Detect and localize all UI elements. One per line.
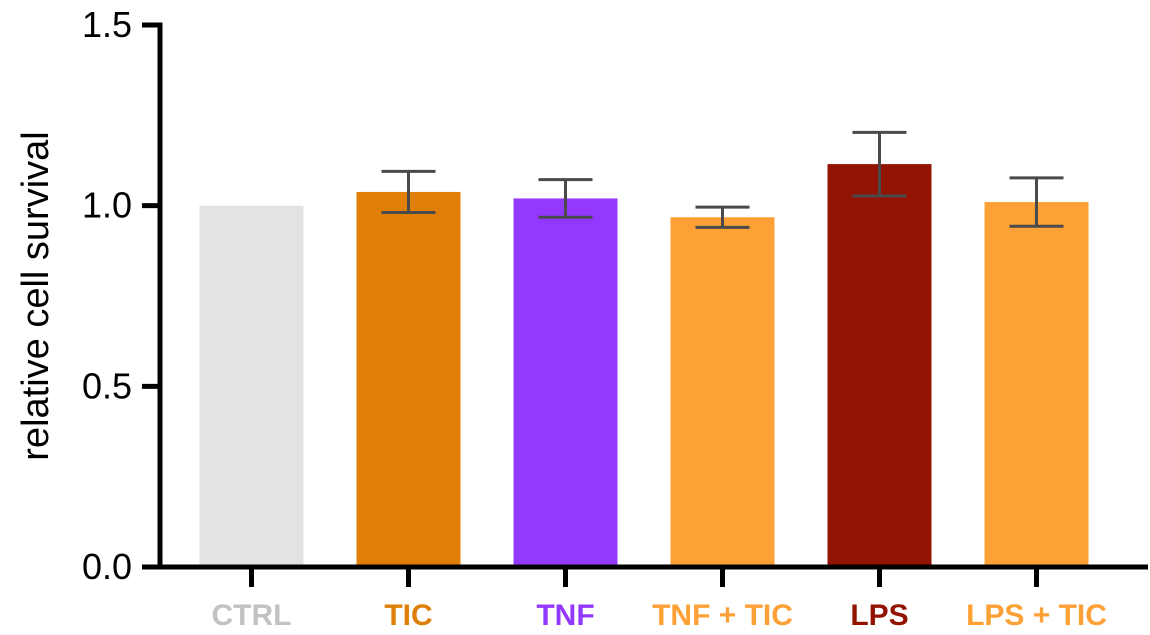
axes-layer — [157, 22, 1148, 570]
error-bar — [1009, 176, 1064, 228]
error-bars-layer — [381, 130, 1064, 229]
y-axis-label: relative cell survival — [15, 131, 57, 460]
x-tick-label: TIC — [384, 599, 432, 632]
bars-layer — [199, 164, 1089, 567]
bar-tnf — [513, 198, 618, 567]
x-tick-label: TNF + TIC — [652, 599, 793, 632]
bar-tic — [356, 191, 461, 567]
x-tick-label: LPS + TIC — [966, 599, 1107, 632]
bar-ctrl — [199, 205, 304, 567]
bar-tnf-tic — [670, 217, 775, 567]
y-tick-label: 1.0 — [82, 185, 132, 226]
x-tick-label: CTRL — [212, 599, 292, 632]
y-tick-label: 1.5 — [82, 4, 132, 45]
error-bar — [381, 169, 436, 215]
y-tick-label: 0.5 — [82, 365, 132, 406]
y-tick-label: 0.0 — [82, 546, 132, 587]
x-tick-label: TNF — [536, 599, 594, 632]
error-bar — [695, 205, 750, 229]
bar-lps — [827, 164, 932, 567]
error-bar — [538, 178, 593, 219]
x-ticks-layer: CTRL TIC TNF TNF + TIC LPS LPS + TIC — [212, 567, 1107, 632]
error-bar — [852, 130, 907, 198]
bar-lps-tic — [984, 202, 1089, 567]
x-tick-label: LPS — [850, 599, 908, 632]
y-ticks-layer: 0.0 0.5 1.0 1.5 — [82, 4, 160, 587]
